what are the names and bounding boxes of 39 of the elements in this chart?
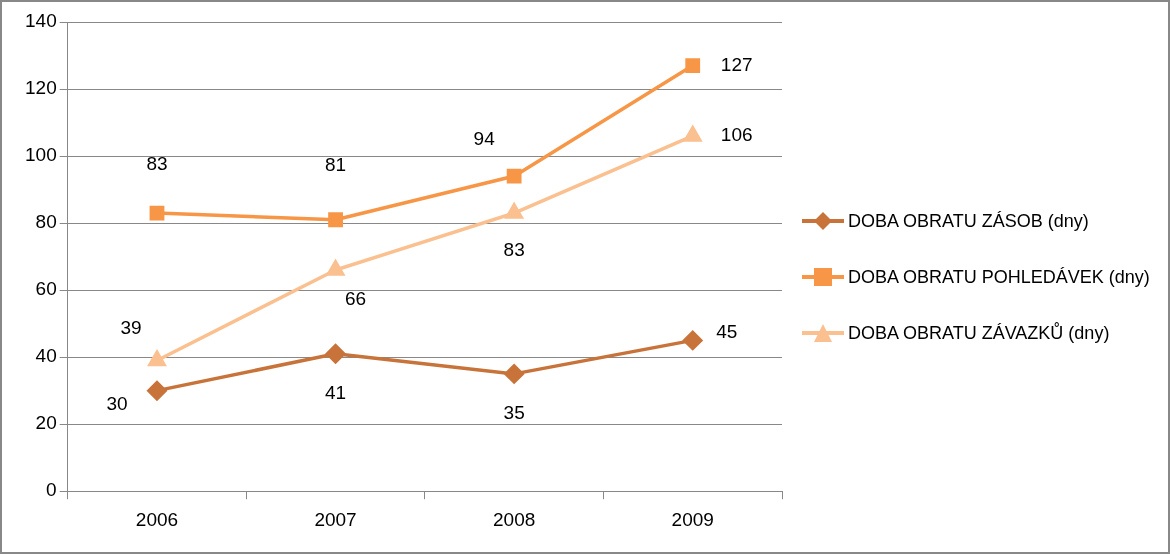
data-label: 45 (716, 320, 738, 342)
x-tick-label: 2006 (135, 508, 179, 530)
y-tick-label: 120 (25, 77, 57, 99)
data-label: 94 (473, 128, 496, 150)
x-tick-label: 2009 (671, 508, 714, 530)
point (506, 168, 522, 184)
point (328, 212, 343, 228)
point (147, 380, 167, 401)
data-label: 106 (720, 124, 753, 146)
y-tick-label: 140 (25, 10, 57, 32)
y-tick-label: 40 (35, 345, 57, 367)
y-tick-label: 80 (35, 211, 57, 233)
data-label: 83 (503, 239, 525, 261)
data-label: 127 (720, 53, 753, 75)
data-label: 81 (324, 153, 347, 175)
data-label: 66 (344, 288, 367, 310)
x-tick-label: 2007 (314, 508, 357, 530)
x-tick-label: 2008 (493, 508, 536, 530)
point (504, 364, 524, 384)
point (682, 330, 703, 351)
y-tick-label: 20 (35, 412, 57, 434)
legend-label: DOBA OBRATU ZÁSOB (dny) (848, 210, 1089, 233)
data-label: 83 (146, 153, 168, 175)
point (685, 58, 701, 73)
point (326, 260, 345, 276)
y-tick-label: 0 (46, 479, 57, 501)
point (505, 203, 523, 219)
y-tick-label: 60 (35, 278, 57, 300)
data-label: 30 (106, 392, 128, 414)
y-tick-label: 100 (25, 144, 57, 166)
point (325, 344, 346, 364)
point (148, 350, 166, 367)
legend-label: DOBA OBRATU POHLEDÁVEK (dny) (848, 266, 1150, 289)
point (149, 205, 165, 221)
legend-label: DOBA OBRATU ZÁVAZKŮ (dny) (848, 321, 1110, 345)
data-label: 41 (324, 382, 347, 404)
data-label: 39 (120, 316, 142, 338)
data-label: 35 (503, 402, 525, 424)
point (684, 126, 702, 142)
